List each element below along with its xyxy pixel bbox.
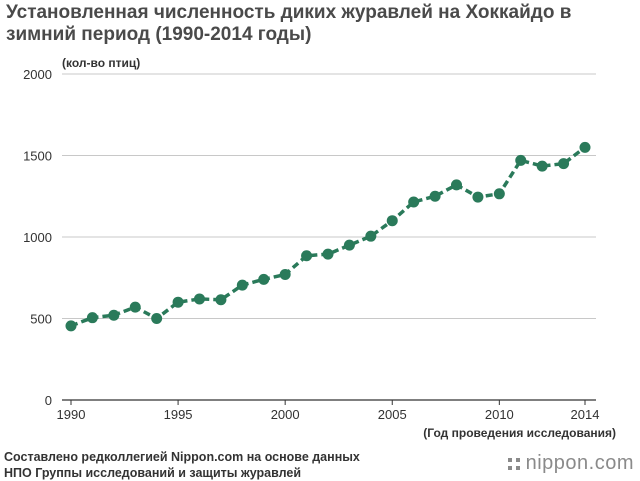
source-line-2: НПО Группы исследований и защиты журавле… — [4, 466, 302, 480]
data-point-2006 — [408, 196, 420, 208]
logo-icon — [507, 457, 520, 470]
data-point-1990 — [65, 320, 77, 332]
data-point-2010 — [493, 188, 505, 200]
source-line-1: Составлено редколлегией Nippon.com на ос… — [4, 450, 360, 464]
data-point-1997 — [215, 294, 227, 306]
x-tick-label-2014: 2014 — [571, 407, 600, 422]
y-tick-label-0: 0 — [45, 393, 52, 408]
data-point-2014 — [579, 141, 591, 153]
x-axis-label: (Год проведения исследования) — [423, 426, 616, 440]
data-point-1998 — [236, 279, 248, 291]
x-tick-label-1995: 1995 — [164, 407, 193, 422]
y-axis-unit-label: (кол-во птиц) — [62, 56, 141, 70]
data-point-2004 — [365, 230, 377, 242]
data-point-2002 — [322, 248, 334, 260]
data-point-1996 — [194, 293, 205, 305]
y-tick-label-1000: 1000 — [23, 230, 52, 245]
data-point-2009 — [472, 191, 484, 203]
data-point-2008 — [451, 179, 462, 191]
data-point-2007 — [429, 190, 441, 202]
data-point-2000 — [279, 268, 291, 280]
data-point-2013 — [558, 158, 570, 170]
data-point-2011 — [515, 154, 527, 166]
x-tick-label-1990: 1990 — [57, 407, 86, 422]
data-point-1992 — [108, 309, 120, 321]
data-point-2005 — [386, 215, 398, 227]
chart-title: Установленная численность диких журавлей… — [6, 2, 572, 45]
x-tick-label-2000: 2000 — [271, 407, 300, 422]
x-tick-labels: 1990 1995 2000 2005 2010 2014 — [57, 400, 600, 422]
x-tick-label-2005: 2005 — [378, 407, 407, 422]
y-tick-label-2000: 2000 — [23, 67, 52, 82]
grid-lines — [62, 73, 596, 401]
y-tick-label-500: 500 — [30, 312, 52, 327]
data-point-1999 — [258, 273, 270, 285]
y-tick-labels: 0 500 1000 1500 2000 — [23, 67, 52, 408]
source-note: Составлено редколлегией Nippon.com на ос… — [4, 449, 360, 481]
data-series — [65, 141, 591, 332]
data-point-2001 — [301, 250, 313, 262]
data-point-1994 — [151, 313, 163, 324]
nippon-logo: nippon.com — [505, 452, 634, 475]
y-tick-label-1500: 1500 — [23, 149, 52, 164]
data-point-1991 — [86, 312, 98, 324]
data-point-1993 — [129, 301, 141, 313]
data-point-1995 — [172, 296, 184, 308]
logo-text: nippon.com — [525, 452, 634, 474]
data-point-2012 — [536, 160, 548, 172]
x-tick-label-2010: 2010 — [485, 407, 514, 422]
data-point-2003 — [343, 239, 355, 251]
